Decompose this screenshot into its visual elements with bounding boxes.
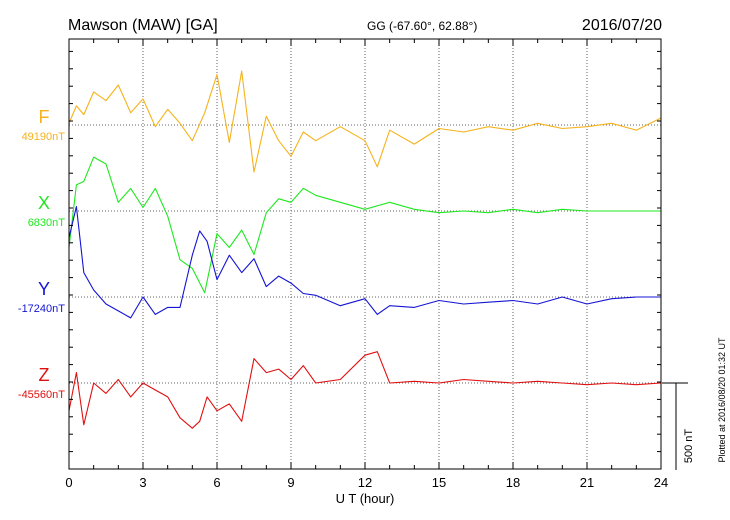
series-line-x: [68, 156, 661, 294]
x-tick-label: 21: [580, 475, 594, 490]
series-labels: F 49190nT X 6830nT Y -17240nT Z -45560nT: [18, 107, 65, 401]
station-coordinates: GG (-67.60°, 62.88°): [367, 19, 477, 33]
grid-lines: [69, 39, 661, 469]
series-traces: [68, 70, 662, 429]
series-name-f: F: [39, 107, 50, 127]
scale-bar: 500 nT: [662, 382, 695, 470]
series-baseline-x: 6830nT: [28, 217, 66, 229]
series-baseline-f: 49190nT: [22, 131, 66, 143]
series-name-z: Z: [39, 365, 50, 385]
plotted-timestamp: Plotted at 2016/08/20 01:32 UT: [717, 337, 727, 463]
series-name-y: Y: [38, 279, 50, 299]
x-tick-label: 9: [287, 475, 294, 490]
x-tick-label: 0: [65, 475, 72, 490]
series-baseline-y: -17240nT: [18, 303, 65, 315]
plot-frame: [68, 38, 662, 470]
series-line-f: [68, 70, 662, 173]
chart-date: 2016/07/20: [582, 17, 662, 34]
x-tick-label: 24: [654, 475, 668, 490]
x-tick-label: 12: [358, 475, 372, 490]
x-axis-label: U T (hour): [336, 491, 395, 506]
series-line-z: [68, 351, 662, 429]
x-tick-label: 15: [432, 475, 446, 490]
x-tick-label: 18: [506, 475, 520, 490]
scale-bar-label: 500 nT: [683, 429, 695, 464]
series-line-y: [68, 205, 661, 319]
x-tick-label: 3: [139, 475, 146, 490]
series-name-x: X: [38, 193, 50, 213]
x-tick-label: 6: [213, 475, 220, 490]
time-axis: 0 3 6 9 12 15 18 21 24: [65, 38, 668, 490]
station-title: Mawson (MAW) [GA]: [68, 17, 218, 34]
series-baseline-z: -45560nT: [18, 389, 65, 401]
